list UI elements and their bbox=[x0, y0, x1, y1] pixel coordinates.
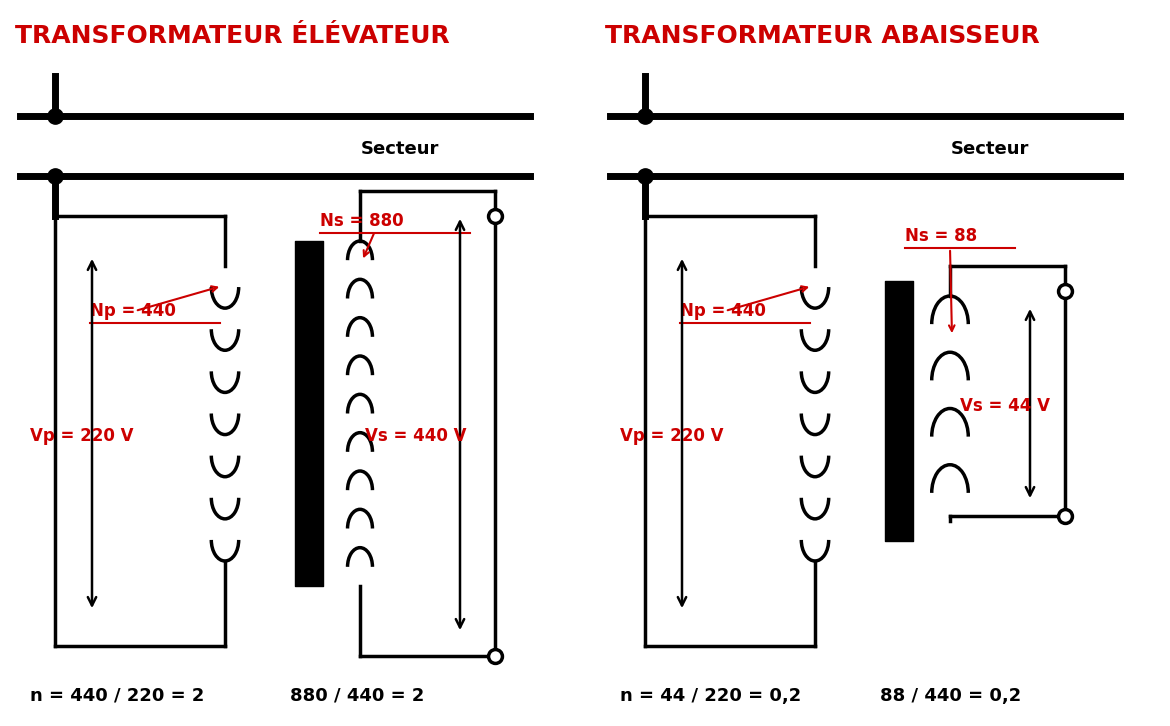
Text: TRANSFORMATEUR ABAISSEUR: TRANSFORMATEUR ABAISSEUR bbox=[605, 24, 1040, 48]
Text: 880 / 440 = 2: 880 / 440 = 2 bbox=[290, 687, 425, 705]
Text: Np = 440: Np = 440 bbox=[680, 302, 766, 320]
Text: n = 440 / 220 = 2: n = 440 / 220 = 2 bbox=[30, 687, 205, 705]
Text: Vp = 220 V: Vp = 220 V bbox=[30, 427, 133, 445]
Text: Ns = 880: Ns = 880 bbox=[321, 212, 404, 230]
Text: Np = 440: Np = 440 bbox=[90, 302, 176, 320]
Text: Secteur: Secteur bbox=[360, 140, 439, 158]
Text: Vs = 440 V: Vs = 440 V bbox=[365, 427, 467, 445]
Text: Vs = 44 V: Vs = 44 V bbox=[961, 397, 1049, 415]
Text: TRANSFORMATEUR ÉLÉVATEUR: TRANSFORMATEUR ÉLÉVATEUR bbox=[15, 24, 449, 48]
Text: 88 / 440 = 0,2: 88 / 440 = 0,2 bbox=[880, 687, 1021, 705]
Text: Vp = 220 V: Vp = 220 V bbox=[620, 427, 723, 445]
Text: Ns = 88: Ns = 88 bbox=[906, 227, 977, 245]
Text: n = 44 / 220 = 0,2: n = 44 / 220 = 0,2 bbox=[620, 687, 801, 705]
Text: Secteur: Secteur bbox=[951, 140, 1030, 158]
